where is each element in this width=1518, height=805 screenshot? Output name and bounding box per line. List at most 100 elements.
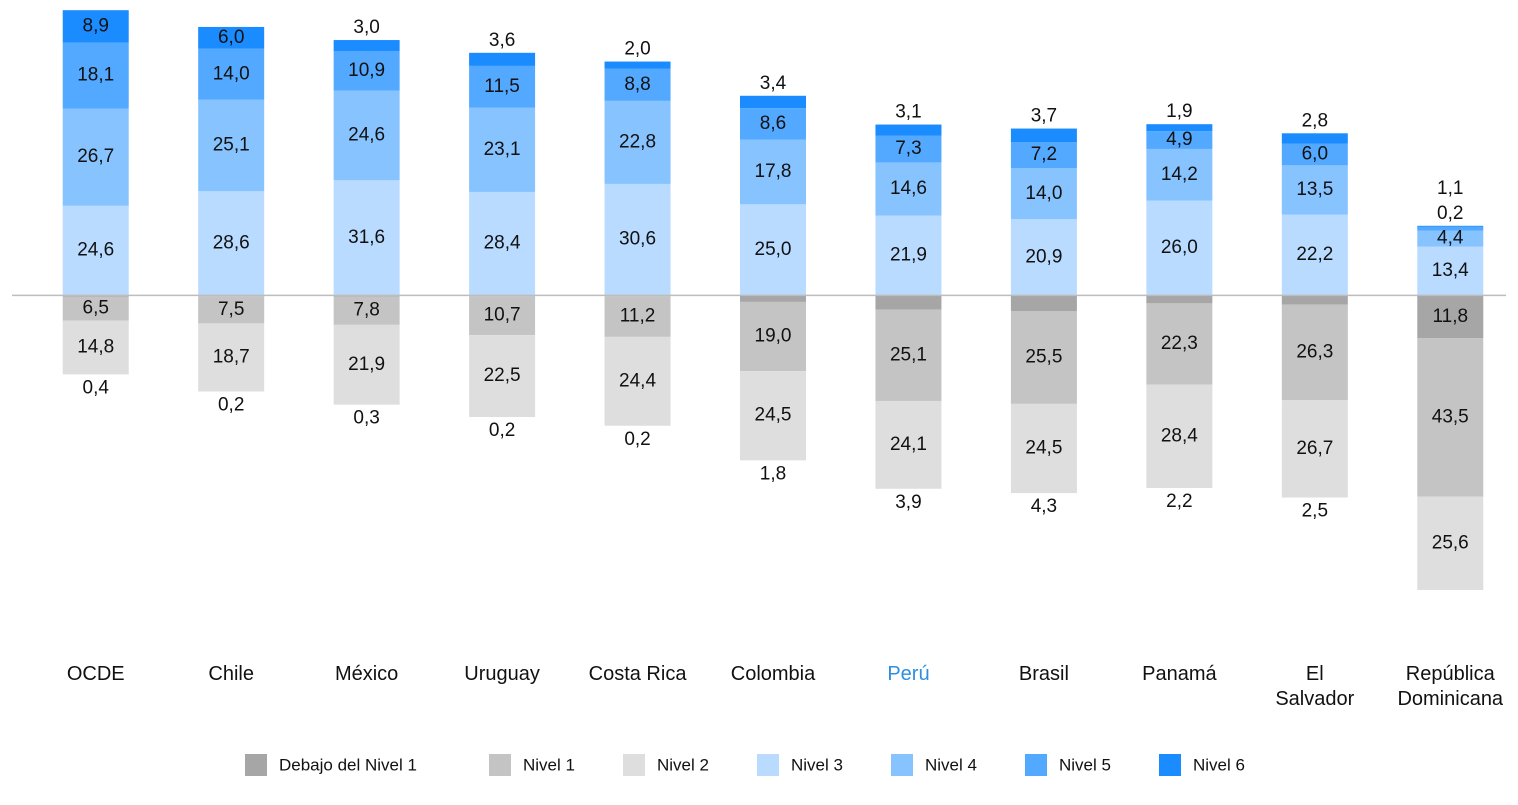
data-label: 20,9 <box>1025 246 1062 267</box>
data-label: 25,1 <box>213 135 250 156</box>
bar-segment <box>333 324 400 405</box>
data-label: 14,8 <box>77 336 114 357</box>
data-label: 17,8 <box>755 161 792 182</box>
data-label: 11,2 <box>620 305 656 326</box>
bar-segment <box>62 42 129 109</box>
data-label: 1,8 <box>760 463 786 484</box>
data-label: 0,2 <box>489 420 515 441</box>
data-label: 26,7 <box>77 146 114 167</box>
bar-segment <box>604 183 671 296</box>
data-label: 4,3 <box>1031 496 1057 517</box>
bar-segment <box>740 371 806 461</box>
bar-segment <box>740 95 806 109</box>
bar-segment <box>604 336 671 426</box>
data-label: 22,8 <box>619 131 656 152</box>
bar-segment <box>875 400 942 489</box>
legend-label: Nivel 4 <box>925 755 977 774</box>
bar-segment <box>604 296 671 337</box>
bar-segment <box>1281 295 1348 305</box>
data-label: 24,4 <box>619 370 656 391</box>
bar-segment <box>333 180 400 296</box>
data-label: 2,8 <box>1302 110 1328 131</box>
bar-segment <box>1146 295 1213 304</box>
bar-segment <box>740 295 806 302</box>
bar-segment <box>1417 225 1484 227</box>
bar-segment <box>1281 143 1348 166</box>
bar-segment <box>604 61 671 69</box>
bar-segment <box>198 191 265 296</box>
bar-segment <box>1417 230 1484 247</box>
bar-segment <box>469 107 536 192</box>
x-tick-label: Colombia <box>730 663 816 685</box>
bar-segment <box>198 99 265 192</box>
legend-swatch <box>489 754 511 776</box>
data-label: 10,9 <box>348 60 385 81</box>
bar-segment <box>1010 142 1077 169</box>
data-label: 25,0 <box>755 239 792 260</box>
data-label: 25,1 <box>890 344 927 365</box>
x-tick-label: OCDE <box>66 663 125 685</box>
bar-segment <box>1010 128 1077 143</box>
x-tick-label: Chile <box>208 663 254 685</box>
bar-segment <box>62 205 129 296</box>
x-tick-label: Uruguay <box>464 663 540 685</box>
bar-segment <box>62 296 129 321</box>
data-label: 0,4 <box>83 377 110 398</box>
bar-segment <box>1146 131 1213 149</box>
data-label: 26,0 <box>1161 237 1198 258</box>
data-label: 0,2 <box>624 429 650 450</box>
bar-segment <box>469 191 536 296</box>
bar-segment <box>1010 403 1077 494</box>
bar-segment <box>333 90 400 181</box>
legend-swatch <box>245 754 267 776</box>
bar-segment <box>62 10 129 43</box>
bar-segment <box>875 309 942 401</box>
data-label: 28,6 <box>213 232 250 253</box>
bar-segment <box>333 50 400 91</box>
bar-segment <box>1010 219 1077 296</box>
x-tick-label: Costa Rica <box>588 663 687 685</box>
bar-segment <box>875 135 942 163</box>
legend-swatch <box>623 754 645 776</box>
bar-segment <box>875 124 942 136</box>
data-label: 6,0 <box>218 27 244 48</box>
data-label: 2,5 <box>1302 501 1328 522</box>
data-label: 21,9 <box>348 354 385 375</box>
data-label: 10,7 <box>484 305 521 326</box>
data-label: 3,0 <box>353 17 379 38</box>
data-label: 3,6 <box>489 30 515 51</box>
data-label: 1,9 <box>1166 101 1192 122</box>
data-label: 26,7 <box>1296 438 1333 459</box>
bar-segment <box>333 296 400 325</box>
legend-label: Nivel 5 <box>1059 755 1111 774</box>
bar-segment <box>198 26 265 49</box>
data-label: 8,6 <box>760 113 786 134</box>
bar-segment <box>1281 214 1348 296</box>
data-label: 13,5 <box>1296 179 1333 200</box>
data-label: 22,2 <box>1296 244 1333 265</box>
data-label: 14,0 <box>1025 183 1062 204</box>
bar-segment <box>198 323 265 392</box>
data-label: 8,9 <box>83 15 109 36</box>
data-label: 0,2 <box>1437 203 1463 224</box>
bar-segment <box>740 204 806 296</box>
data-label: 7,8 <box>353 300 379 321</box>
data-label: 6,0 <box>1302 143 1328 164</box>
x-tick-label: Panamá <box>1142 663 1217 685</box>
legend-label: Nivel 1 <box>523 755 575 774</box>
data-label: 24,5 <box>755 405 792 426</box>
bar-segment <box>198 48 265 100</box>
bar-segment <box>469 335 536 417</box>
bar-segment <box>1010 168 1077 220</box>
data-label: 25,5 <box>1025 346 1062 367</box>
data-label: 7,3 <box>895 138 921 159</box>
data-label: 4,4 <box>1437 228 1464 249</box>
data-label: 14,0 <box>213 63 250 84</box>
data-label: 2,0 <box>624 39 650 60</box>
data-label: 3,4 <box>760 73 787 94</box>
data-label: 31,6 <box>348 227 385 248</box>
bar-segment <box>469 296 536 336</box>
data-label: 24,6 <box>77 240 114 261</box>
data-label: 19,0 <box>755 326 792 347</box>
